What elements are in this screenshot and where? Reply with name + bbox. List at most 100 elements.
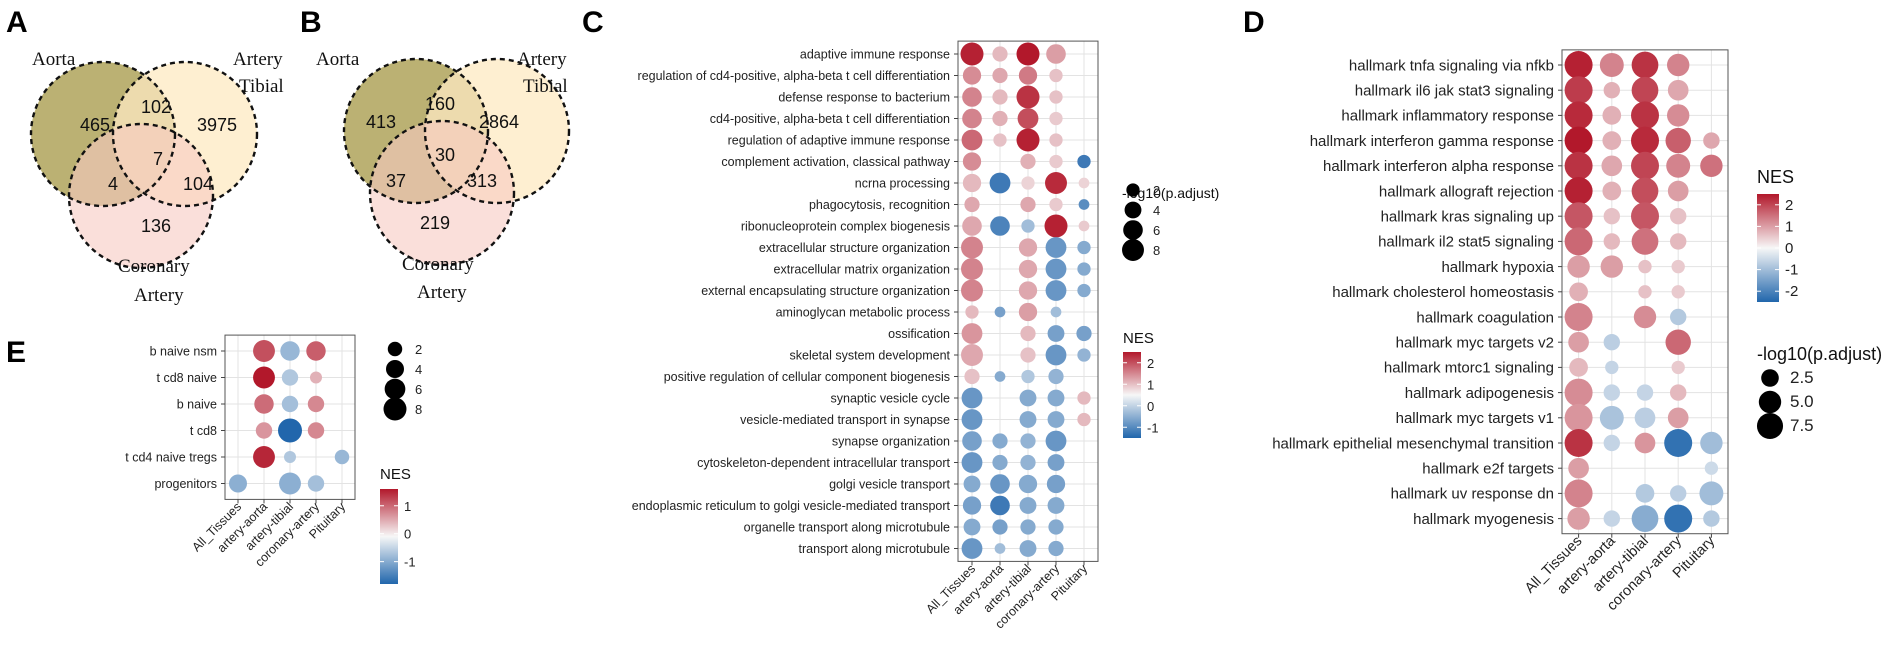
data-point xyxy=(1667,79,1689,101)
data-point xyxy=(1018,474,1038,494)
data-point xyxy=(253,446,275,468)
venn-a-count-aorta-coronary: 4 xyxy=(108,174,118,194)
term-label: hallmark coagulation xyxy=(1416,309,1554,326)
data-point xyxy=(1564,378,1593,407)
dotplot-panel-c: adaptive immune response regulation of cd… xyxy=(632,40,1219,631)
venn-b-count-aorta-only: 413 xyxy=(366,112,396,132)
data-point xyxy=(1018,66,1038,85)
data-point xyxy=(1634,407,1656,429)
term-label: hallmark hypoxia xyxy=(1441,259,1554,276)
data-point xyxy=(962,87,982,107)
data-point xyxy=(962,173,982,193)
data-point xyxy=(1049,90,1063,104)
data-point xyxy=(1564,126,1593,155)
size-legend-dot xyxy=(1124,201,1142,219)
data-point xyxy=(1670,233,1687,250)
data-point xyxy=(1564,151,1593,180)
venn-a-label-tibial-1: Artery xyxy=(233,49,283,70)
data-point xyxy=(1667,407,1689,429)
size-legend-label: 8 xyxy=(1153,243,1160,258)
data-point xyxy=(1078,199,1090,210)
data-point xyxy=(1017,108,1039,129)
venn-a-count-all-three: 7 xyxy=(153,149,163,169)
data-point xyxy=(992,89,1008,105)
term-label: transport along microtubule xyxy=(799,542,951,556)
data-point xyxy=(1048,540,1064,557)
venn-diagram-a: Aorta Artery Tibial Coronary Artery 465 … xyxy=(29,49,284,306)
data-point xyxy=(1077,262,1091,276)
size-legend-label: 6 xyxy=(415,382,422,397)
data-point xyxy=(1046,474,1066,494)
data-point xyxy=(1569,358,1588,377)
data-point xyxy=(1667,53,1690,77)
data-point xyxy=(1045,344,1067,366)
venn-a-count-aorta-tibial: 102 xyxy=(141,97,171,117)
panel-label-c: C xyxy=(582,6,604,39)
term-label: regulation of cd4-positive, alpha-beta t… xyxy=(638,69,951,83)
data-point xyxy=(1564,51,1593,79)
data-point xyxy=(1016,85,1040,109)
size-legend-label: 4 xyxy=(1153,203,1160,218)
term-label: hallmark e2f targets xyxy=(1422,460,1554,477)
data-point xyxy=(1664,504,1693,533)
data-point xyxy=(1568,331,1589,353)
nes-colorbar xyxy=(1123,352,1141,438)
data-point xyxy=(962,431,982,451)
venn-b-count-coronary-only: 219 xyxy=(420,213,450,233)
data-point xyxy=(1077,412,1091,427)
data-point xyxy=(990,216,1010,236)
data-point xyxy=(1603,334,1620,351)
data-point xyxy=(307,475,325,492)
data-point xyxy=(1601,155,1623,177)
venn-a-count-aorta-only: 465 xyxy=(80,115,110,135)
data-point xyxy=(1049,154,1063,169)
nes-tick-label: 2 xyxy=(1147,356,1154,371)
data-point xyxy=(962,496,982,515)
nes-tick-label: -1 xyxy=(1785,262,1798,279)
data-point xyxy=(1018,238,1038,257)
term-label: hallmark myc targets v1 xyxy=(1396,410,1554,427)
term-label: adaptive immune response xyxy=(800,47,950,61)
term-label: hallmark il2 stat5 signaling xyxy=(1378,234,1554,251)
data-point xyxy=(961,344,983,366)
size-legend-dot xyxy=(387,341,403,357)
venn-b-label-tibial-1: Artery xyxy=(517,49,567,70)
data-point xyxy=(1020,519,1036,535)
data-point xyxy=(1021,369,1035,384)
data-point xyxy=(961,538,983,559)
term-label: cd4-positive, alpha-beta t cell differen… xyxy=(710,112,950,126)
data-point xyxy=(1045,237,1067,258)
data-point xyxy=(253,340,275,362)
size-legend-title: -log10(p.adjust) xyxy=(1122,185,1219,201)
data-point xyxy=(1047,454,1065,471)
data-point xyxy=(281,369,299,386)
data-point xyxy=(1016,128,1040,152)
data-point xyxy=(990,495,1010,516)
term-label: extracellular structure organization xyxy=(759,241,950,255)
data-point xyxy=(1631,101,1659,130)
plot-border xyxy=(957,40,1099,562)
data-point xyxy=(992,46,1008,62)
size-legend-label: 2.5 xyxy=(1790,368,1814,387)
data-point xyxy=(1603,233,1620,250)
data-point xyxy=(1020,196,1036,213)
term-label: vesicle-mediated transport in synapse xyxy=(740,413,950,427)
data-point xyxy=(1047,497,1065,514)
data-point xyxy=(993,133,1007,147)
data-point xyxy=(1638,285,1652,299)
data-point xyxy=(307,395,325,413)
data-point xyxy=(1564,303,1593,331)
term-label: ncrna processing xyxy=(855,176,950,190)
data-point xyxy=(278,418,302,443)
data-point xyxy=(1567,507,1590,530)
term-label: hallmark cholesterol homeostasis xyxy=(1332,284,1554,301)
data-point xyxy=(1631,76,1659,104)
data-point xyxy=(334,449,350,465)
data-point xyxy=(1020,153,1036,170)
data-point xyxy=(279,472,301,495)
data-point xyxy=(1044,214,1068,238)
data-point xyxy=(1602,131,1622,150)
term-label: synaptic vesicle cycle xyxy=(831,391,951,405)
data-point xyxy=(1703,510,1720,527)
data-point xyxy=(1048,368,1064,385)
